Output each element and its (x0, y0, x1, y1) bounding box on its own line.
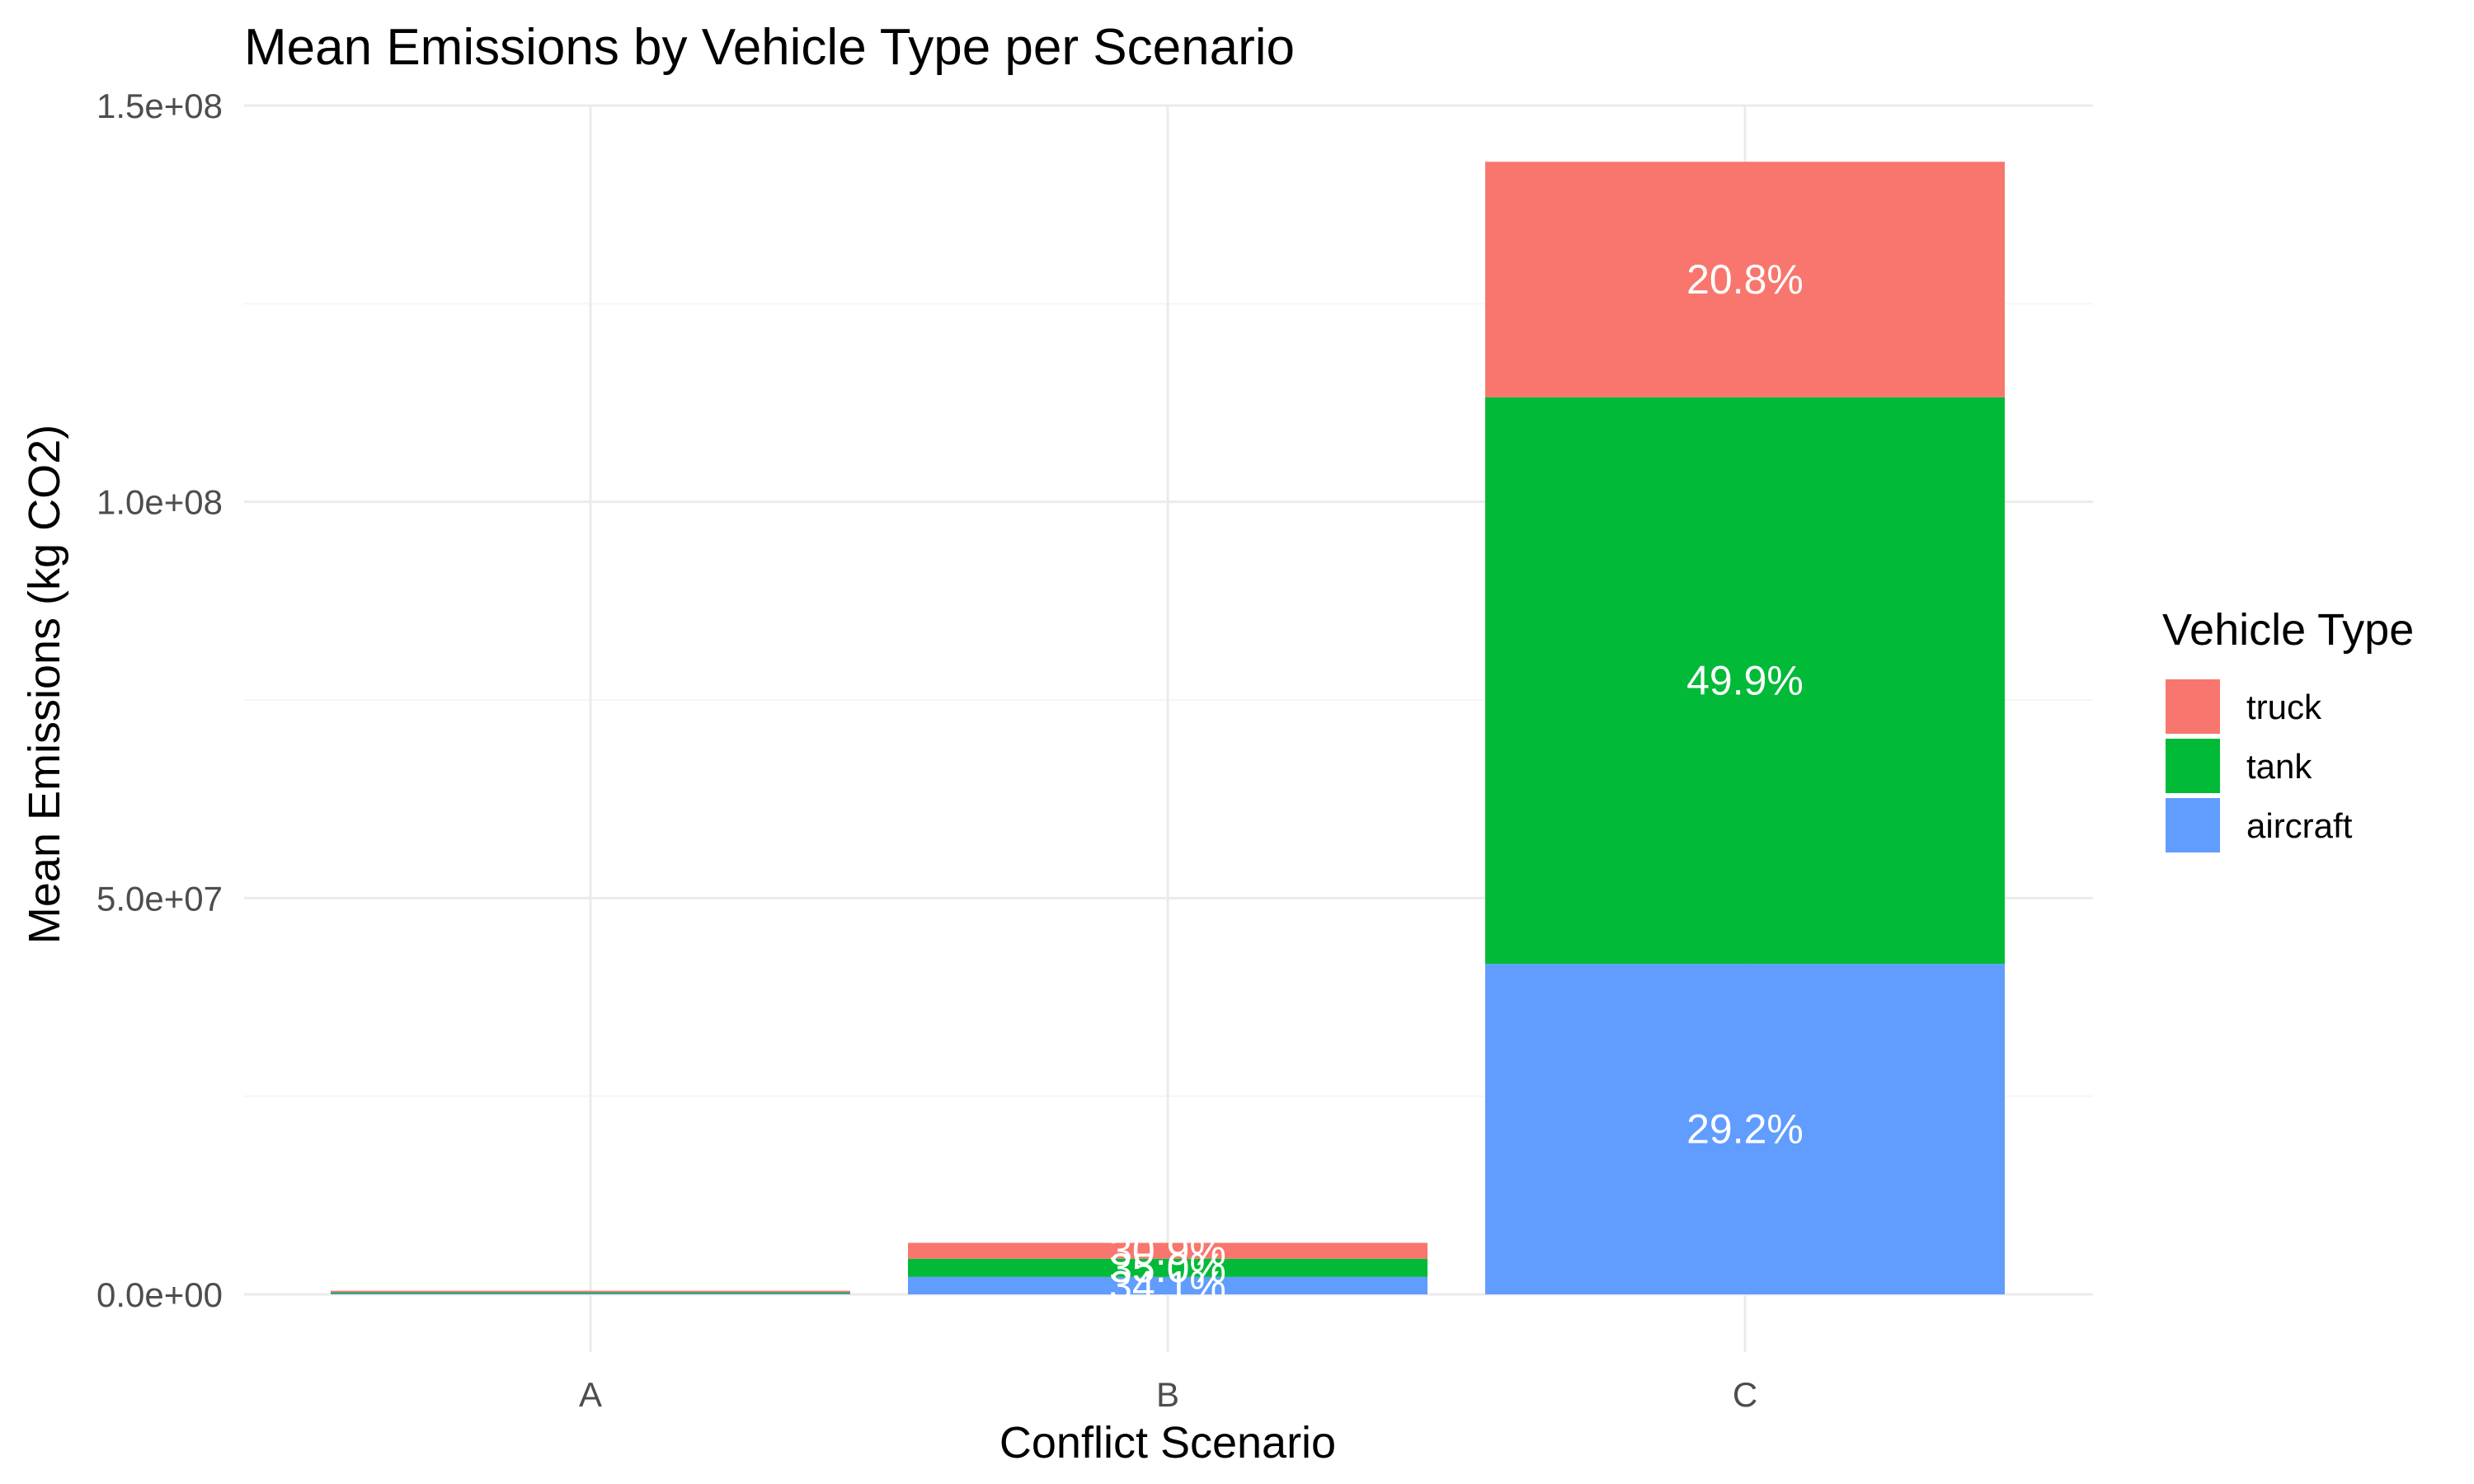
data-label-tank-B: 35.0% (1109, 1245, 1226, 1291)
data-label-truck-C: 20.8% (1686, 256, 1804, 303)
bar-truck-C (1485, 162, 2005, 397)
data-label-aircraft-C: 29.2% (1686, 1106, 1804, 1153)
data-label-aircraft-B: 34.1% (1109, 1262, 1226, 1308)
bar-aircraft-C (1485, 964, 2005, 1294)
x-axis-title: Conflict Scenario (999, 1418, 1336, 1468)
bar-truck-A (331, 1290, 850, 1293)
legend-label-aircraft: aircraft (2246, 806, 2353, 845)
y-axis-ticks: 0.0e+00 5.0e+07 1.0e+08 1.5e+08 (96, 87, 223, 1314)
chart-title: Mean Emissions by Vehicle Type per Scena… (244, 19, 1295, 76)
data-label-tank-C: 49.9% (1686, 657, 1804, 703)
y-tick-label: 0.0e+00 (96, 1275, 223, 1314)
y-axis-title: Mean Emissions (kg CO2) (20, 425, 69, 944)
x-tick-label: B (1156, 1375, 1179, 1414)
y-tick-label: 1.0e+08 (96, 483, 223, 522)
bar-tank-A (331, 1292, 850, 1294)
legend-items: truck tank aircraft (2166, 679, 2353, 852)
bar-aircraft-B (908, 1276, 1427, 1294)
legend-key-truck (2166, 679, 2220, 734)
x-axis-ticks: A B C (579, 1375, 1757, 1414)
legend-label-tank: tank (2246, 747, 2312, 786)
legend-key-tank (2166, 739, 2220, 793)
data-label-truck-B: 30.9% (1109, 1228, 1226, 1274)
y-tick-label: 1.5e+08 (96, 87, 223, 125)
bar-truck-B (908, 1242, 1427, 1259)
y-tick-label: 5.0e+07 (96, 879, 223, 918)
legend-title: Vehicle Type (2162, 605, 2414, 655)
bars (331, 162, 2005, 1294)
x-tick-label: C (1733, 1375, 1757, 1414)
legend-label-truck: truck (2246, 688, 2322, 726)
x-tick-label: A (579, 1375, 602, 1414)
legend: Vehicle Type truck tank aircraft (2162, 605, 2414, 852)
segment-labels: 34.1%35.0%30.9% 29.2% 49.9% 20.8% (1109, 256, 1804, 1308)
bar-tank-B (908, 1258, 1427, 1277)
legend-key-aircraft (2166, 798, 2220, 852)
bar-tank-C (1485, 397, 2005, 965)
